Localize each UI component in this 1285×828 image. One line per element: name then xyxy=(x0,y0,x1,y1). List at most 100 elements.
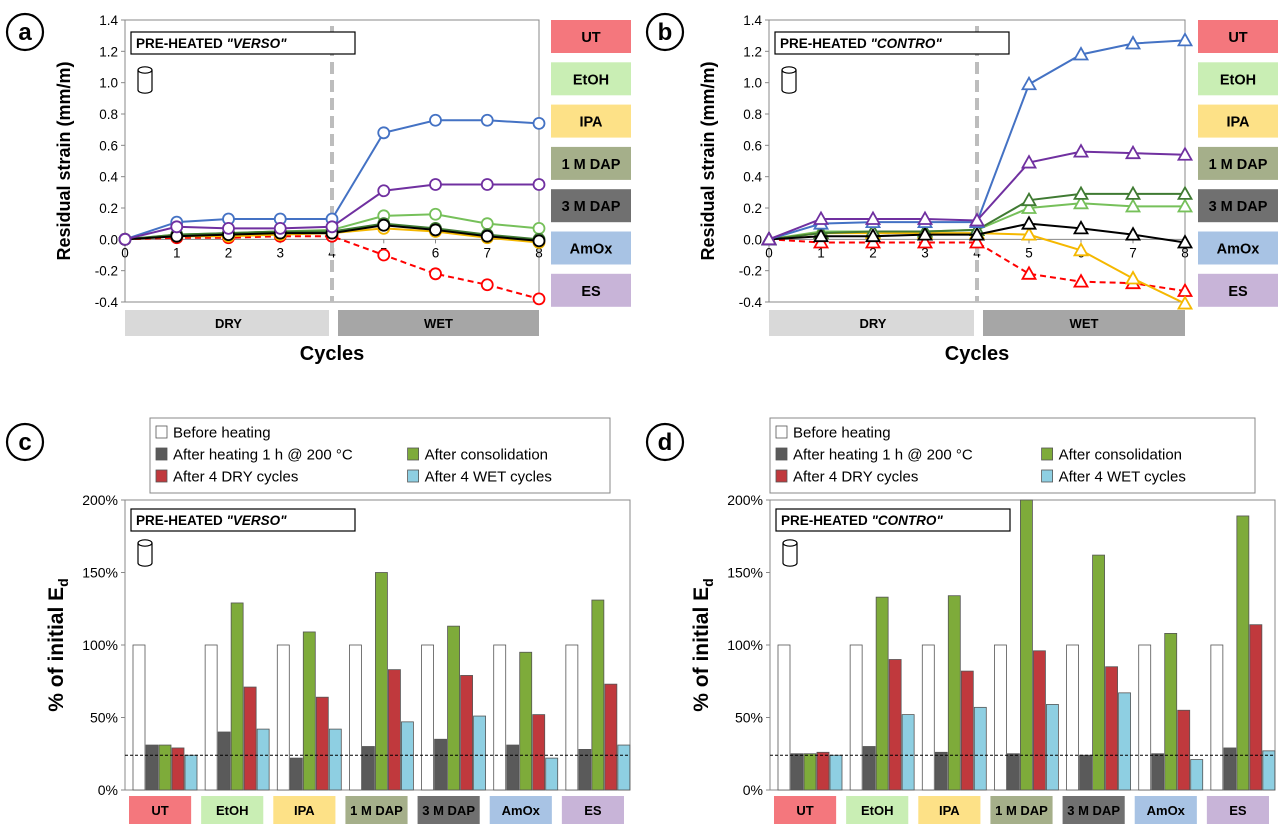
panel-d-bar xyxy=(862,746,876,791)
panel-b-data-point xyxy=(1176,146,1194,161)
panel-d-bar xyxy=(1105,666,1118,791)
panel-d-letter-circle xyxy=(645,422,685,462)
panel-b-data-point xyxy=(1020,75,1038,91)
panel-a-data-point xyxy=(273,221,287,235)
panel-a-data-point xyxy=(532,234,546,248)
panel-b-y-axis-label: Residual strain (mm/m) xyxy=(698,61,718,260)
panel-d-category-swatch xyxy=(918,796,981,824)
panel-b-data-point xyxy=(1072,220,1090,235)
panel-a-legend-swatch xyxy=(551,273,631,307)
panel-a-data-point xyxy=(532,178,546,191)
panel-b-data-point xyxy=(1176,32,1194,47)
panel-c-bar xyxy=(145,744,159,791)
panel-a-legend-swatch xyxy=(551,104,631,138)
panel-c-cylinder-icon-top xyxy=(137,539,153,547)
panel-b-data-point xyxy=(968,226,986,241)
panel-a-title: PRE-HEATED "VERSO" xyxy=(136,36,287,51)
panel-b-data-point xyxy=(1020,199,1038,214)
panel-d-category-label: 3 M DAP xyxy=(1067,803,1120,818)
panel-b-legend-label: EtOH xyxy=(1220,72,1256,88)
panel-c-y-tick-label: 150% xyxy=(82,565,118,581)
panel-b-data-point xyxy=(1124,185,1142,200)
panel-c-bar xyxy=(328,728,342,791)
panel-b-x-tick-label: 8 xyxy=(1181,245,1189,260)
panel-d-bar xyxy=(1092,554,1105,791)
panel-a-letter: a xyxy=(18,19,32,46)
panel-c-legend-swatch xyxy=(407,469,420,483)
panel-b-y-tick-label: 0.2 xyxy=(743,201,762,216)
panel-b-dry-label: DRY xyxy=(860,316,887,331)
panel-c-bar xyxy=(545,757,559,791)
panel-c-bar xyxy=(184,754,198,791)
panel-d-legend-label: After 4 DRY cycles xyxy=(793,469,918,486)
panel-a-data-point xyxy=(480,278,494,292)
panel-a-y-tick-label: 0.0 xyxy=(99,232,118,247)
panel-b-x-tick-label: 7 xyxy=(1129,245,1137,260)
panel-b-x-tick-label: 3 xyxy=(921,245,929,260)
panel-d-bar xyxy=(849,644,863,791)
panel-c-category-label: 1 M DAP xyxy=(350,803,403,818)
panel-b-data-point xyxy=(1020,226,1038,241)
panel-c-bar xyxy=(401,721,414,791)
panel-a-legend-swatch xyxy=(551,231,631,265)
panel-d-bar xyxy=(1236,515,1250,791)
panel-c-category-label: 3 M DAP xyxy=(422,803,475,818)
panel-c-legend-label: Before heating xyxy=(173,425,271,442)
chart-title-plain: PRE-HEATED xyxy=(781,513,872,528)
panel-a-data-point xyxy=(480,178,494,191)
panel-c-y-tick-label: 200% xyxy=(82,492,118,508)
panel-b-dry-band xyxy=(769,310,974,336)
panel-d-bar xyxy=(888,659,902,791)
panel-d-bar xyxy=(1190,759,1204,791)
panel-d-bar xyxy=(1210,644,1224,791)
panel-c-category-label: IPA xyxy=(294,803,315,818)
panel-c-bar xyxy=(388,669,401,791)
panel-d-legend-swatch xyxy=(775,447,788,461)
panel-d-bar xyxy=(1118,692,1131,791)
panel-c-cylinder-icon-body xyxy=(137,543,153,567)
panel-d-legend xyxy=(769,417,1256,494)
panel-c-category-label: UT xyxy=(151,803,168,818)
panel-a-x-tick-label: 2 xyxy=(225,245,233,260)
panel-d-bar xyxy=(1164,633,1178,791)
panel-d-bar xyxy=(901,714,915,791)
panel-a-legend-swatch xyxy=(551,62,631,96)
panel-b-data-point xyxy=(1072,185,1090,200)
panel-d-y-axis-label: % of initial Ed xyxy=(690,578,716,711)
panel-c-bar xyxy=(243,686,257,791)
panel-a-data-point xyxy=(377,184,391,198)
panel-a-y-tick-label: 1.2 xyxy=(99,44,118,59)
chart-title-italic: "VERSO" xyxy=(227,513,288,528)
panel-b-y-tick-label: 1.2 xyxy=(743,44,762,59)
panel-d-bar xyxy=(994,644,1007,791)
panel-b-legend-label: 1 M DAP xyxy=(1209,157,1268,173)
panel-b-letter-circle xyxy=(645,12,685,52)
panel-a-data-point xyxy=(377,218,391,232)
panel-a-y-axis-label: Residual strain (mm/m) xyxy=(54,61,74,260)
panel-c-legend-swatch xyxy=(155,425,168,439)
panel-b-y-tick-label: -0.2 xyxy=(739,264,762,279)
panel-c-bar xyxy=(591,599,605,791)
panel-c-bar xyxy=(493,644,507,791)
panel-a-x-tick-label: 8 xyxy=(535,245,543,260)
panel-a-series-line-UT xyxy=(124,235,540,300)
panel-d-legend-swatch xyxy=(775,469,788,483)
panel-a-wet-label: WET xyxy=(424,316,453,331)
panel-b-data-point xyxy=(1176,234,1194,249)
panel-c-bar xyxy=(132,644,146,791)
panel-b-y-tick-label: 0.6 xyxy=(743,138,762,153)
panel-b-title-box xyxy=(774,31,1010,55)
panel-d-legend-swatch xyxy=(1041,447,1053,461)
panel-a-x-axis-label: Cycles xyxy=(300,343,365,365)
panel-c-category-swatch xyxy=(489,796,552,824)
panel-d-category-swatch xyxy=(990,796,1053,824)
panel-b-data-point xyxy=(1072,273,1090,288)
y-axis-label-main: % of initial E xyxy=(690,587,713,712)
panel-a-data-point xyxy=(222,221,235,235)
panel-b-x-axis-label: Cycles xyxy=(945,343,1010,365)
panel-a-data-point xyxy=(532,117,546,130)
panel-b-letter: b xyxy=(658,19,673,46)
panel-b-legend-label: IPA xyxy=(1226,115,1250,131)
panel-c-bar xyxy=(434,738,447,791)
panel-c-legend-label: After 4 WET cycles xyxy=(425,469,552,486)
